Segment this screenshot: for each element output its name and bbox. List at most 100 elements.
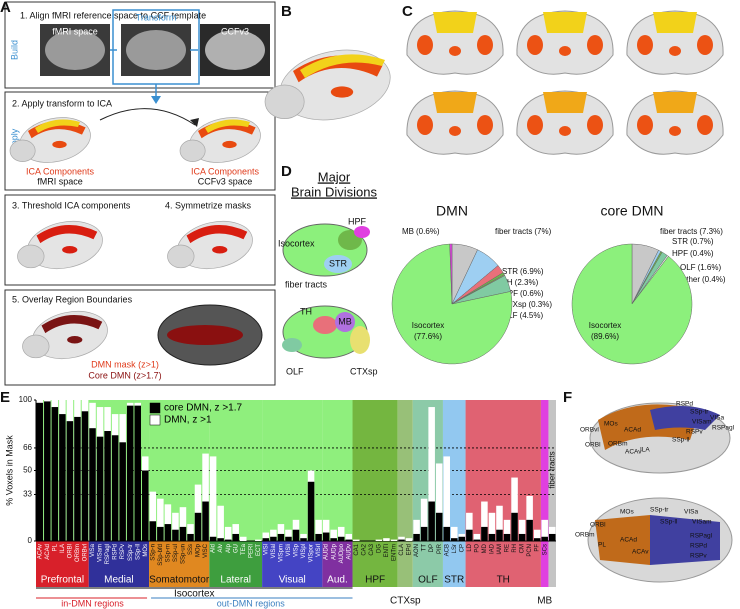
x-tick-label: AId [211, 544, 217, 553]
slice-name: HPF [672, 249, 688, 258]
y-tick-label: 66 [23, 443, 32, 452]
yellow-overlay [433, 92, 477, 113]
x-tick-label: SSp-m [165, 544, 171, 562]
image-label: Transform [136, 12, 177, 22]
slice-label: fiber tracts (7.3%) [660, 227, 723, 236]
bar [111, 435, 119, 541]
step-box [4, 194, 276, 286]
slice-name: fiber tracts [660, 227, 697, 236]
x-tick-label: ACB [444, 544, 450, 556]
bar [104, 431, 111, 541]
bar [149, 491, 157, 541]
bar [202, 501, 209, 541]
bar [458, 536, 466, 541]
group-label: CTXsp [390, 596, 421, 607]
x-tick-label: ORBl [67, 544, 73, 558]
bar [322, 519, 330, 541]
group-strip [548, 541, 556, 587]
division-label: STR [329, 258, 348, 268]
bar [488, 533, 496, 541]
orange-overlay [669, 126, 681, 136]
orange-overlay [417, 115, 433, 135]
x-tick-label: IAD [490, 543, 496, 554]
dmn-overlay [212, 245, 228, 254]
x-tick-label: VISli [286, 544, 292, 556]
panel-title: Major [318, 169, 351, 184]
x-tick-label: CA3 [369, 543, 375, 555]
slice-value: (2.3%) [515, 278, 539, 287]
yellow-overlay [543, 12, 587, 33]
x-tick-label: RE [505, 544, 511, 552]
region-label: VISam [692, 419, 712, 426]
step-title: 3. Threshold ICA components [12, 200, 131, 210]
step-title: 5. Overlay Region Boundaries [12, 294, 133, 304]
cerebellum [264, 84, 305, 119]
bar [157, 498, 164, 541]
slice-label: Isocortex (77.6%) [412, 321, 444, 341]
image-label: ICA Components [191, 166, 260, 176]
pie-slice [449, 243, 453, 305]
x-tick-label: AIv [218, 544, 224, 553]
orange-overlay [527, 35, 543, 55]
group-strip [465, 541, 541, 587]
panel-letter: A [0, 0, 11, 16]
x-tick-label: AUDv [346, 544, 352, 560]
bar [262, 532, 270, 541]
orange-overlay [637, 35, 653, 55]
image-label: fMRI space [37, 176, 83, 186]
region-label: ORBm [575, 532, 595, 539]
slice-name: Other [680, 275, 700, 284]
bar [307, 481, 315, 541]
group-label: Prefrontal [41, 575, 84, 586]
x-tick-label: SSp-bfd [158, 544, 164, 566]
group-strip [88, 541, 150, 587]
x-tick-label: SSs [188, 544, 194, 555]
bar [533, 538, 541, 541]
group-strip [149, 541, 210, 587]
region-label: RSPv [690, 553, 707, 560]
orange-overlay [449, 46, 461, 56]
x-tick-label: CLA [399, 544, 405, 556]
x-tick-label: PERI [248, 544, 254, 558]
bar [337, 526, 345, 541]
group-strip [442, 541, 466, 587]
bar [466, 512, 473, 541]
orange-overlay [637, 115, 653, 135]
cerebellum [167, 244, 195, 269]
division-mb [335, 312, 355, 332]
y-tick-label: 0 [28, 536, 33, 545]
division-label: HPF [348, 216, 367, 226]
bar [428, 407, 435, 541]
bar [224, 539, 232, 541]
bar [270, 536, 277, 541]
x-tick-label: VISp [294, 543, 300, 557]
bar [209, 536, 217, 541]
coronal-section [516, 10, 614, 75]
region-label: ACAd [624, 427, 641, 434]
bar [66, 421, 74, 541]
bar [322, 532, 330, 541]
bar [398, 536, 405, 541]
bar [413, 533, 420, 541]
yellow-overlay [543, 92, 587, 113]
bar [518, 519, 526, 541]
bar [285, 529, 292, 541]
bar [541, 536, 548, 541]
slice-value: (7%) [534, 227, 551, 236]
group-background [352, 400, 398, 541]
region-label: VISam [692, 519, 712, 526]
y-tick-label: 33 [23, 490, 32, 499]
in-dmn-overlay [595, 515, 650, 565]
x-tick-label: VISpm [279, 544, 285, 562]
x-tick-label: AUDp [331, 543, 337, 560]
slice-name: Isocortex [589, 321, 621, 330]
x-tick-label: PF [535, 544, 541, 552]
x-tick-label: MD [482, 543, 488, 553]
arrowhead [151, 96, 161, 104]
bar [217, 538, 224, 541]
coronal-section [406, 90, 504, 155]
slice-label: HPF (0.4%) [672, 249, 714, 258]
bar [420, 498, 428, 541]
x-tick-label: VISa [90, 543, 96, 557]
